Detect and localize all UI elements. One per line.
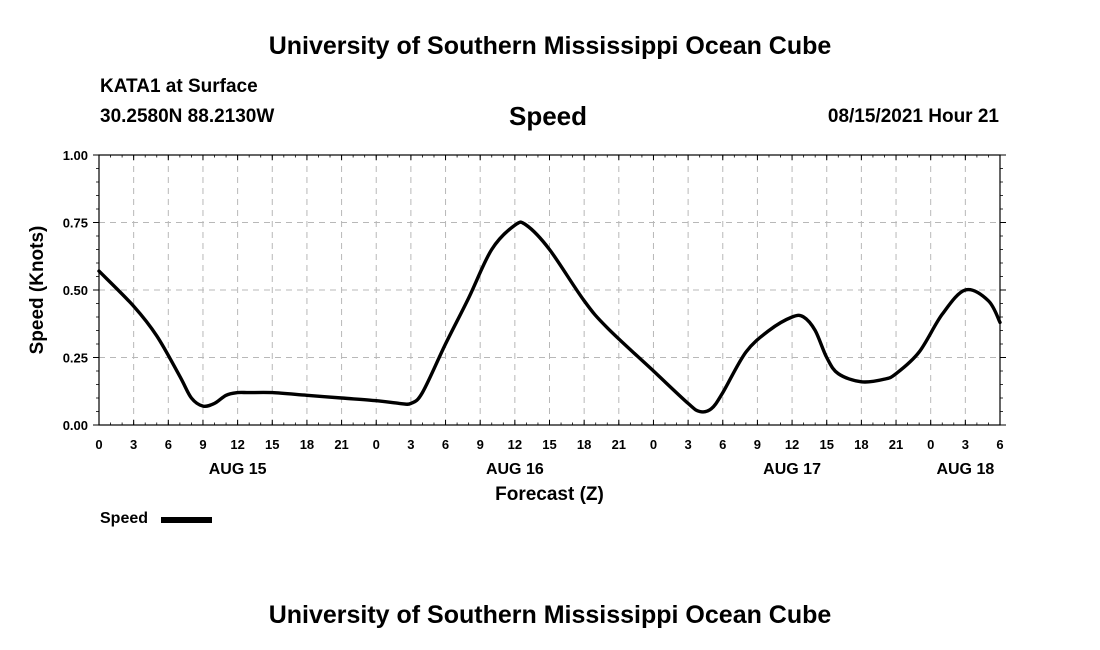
x-tick-label: 6 [442, 437, 449, 452]
y-tick-label: 1.00 [63, 148, 88, 163]
x-tick-label: 9 [754, 437, 761, 452]
x-tick-label: 0 [95, 437, 102, 452]
variable-title: Speed [509, 101, 588, 131]
chart-top-title: University of Southern Mississippi Ocean… [268, 32, 832, 60]
x-tick-label: 18 [577, 437, 591, 452]
date-label: AUG 15 [209, 461, 267, 478]
x-tick-label: 0 [373, 437, 380, 452]
x-tick-label: 6 [719, 437, 726, 452]
series-line-speed [97, 220, 1002, 414]
station-coordinates: 30.2580N 88.2130W [100, 106, 275, 127]
station-label: KATA1 at Surface [100, 76, 258, 97]
y-tick-label: 0.25 [63, 351, 88, 366]
x-tick-label: 12 [508, 437, 522, 452]
x-tick-label: 15 [542, 437, 556, 452]
date-label: AUG 17 [763, 461, 821, 478]
x-tick-label: 3 [684, 437, 691, 452]
x-tick-label: 6 [996, 437, 1003, 452]
x-axis-title: Forecast (Z) [495, 484, 604, 505]
x-tick-label: 9 [199, 437, 206, 452]
x-tick-label: 12 [785, 437, 799, 452]
x-tick-label: 3 [407, 437, 414, 452]
x-tick-label: 0 [650, 437, 657, 452]
x-tick-label: 12 [230, 437, 244, 452]
x-tick-label: 15 [265, 437, 279, 452]
x-tick-label: 9 [477, 437, 484, 452]
date-label: AUG 16 [486, 461, 544, 478]
date-label: AUG 18 [936, 461, 994, 478]
y-tick-label: 0.50 [63, 283, 88, 298]
x-tick-label: 21 [612, 437, 626, 452]
forecast-datetime: 08/15/2021 Hour 21 [827, 106, 999, 127]
chart-bottom-title: University of Southern Mississippi Ocean… [268, 601, 832, 629]
x-tick-label: 21 [889, 437, 903, 452]
legend-line-swatch [161, 517, 212, 523]
x-tick-label: 0 [927, 437, 934, 452]
y-tick-label: 0.75 [63, 216, 88, 231]
x-tick-label: 15 [819, 437, 833, 452]
x-tick-label: 3 [130, 437, 137, 452]
x-tick-label: 18 [300, 437, 314, 452]
x-tick-label: 3 [962, 437, 969, 452]
x-tick-label: 18 [854, 437, 868, 452]
y-axis-title: Speed (Knots) [27, 226, 48, 355]
x-tick-label: 21 [334, 437, 348, 452]
y-tick-label: 0.00 [63, 418, 88, 433]
x-tick-label: 6 [165, 437, 172, 452]
legend-label: Speed [100, 510, 149, 527]
